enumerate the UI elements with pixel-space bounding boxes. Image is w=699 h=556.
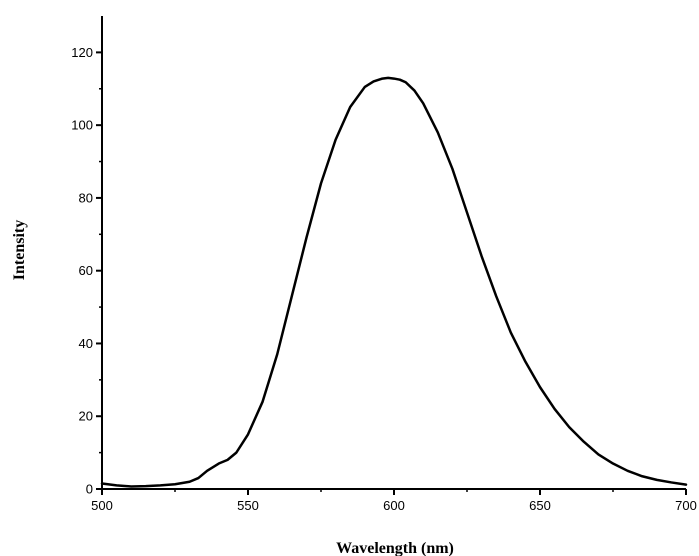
y-tick-label: 80 [79,190,93,205]
x-tick-label: 500 [91,498,113,513]
x-tick-label: 600 [383,498,405,513]
x-tick-label: 700 [675,498,697,513]
axes: 0 20 40 60 80 100 120 500 550 600 650 700 [71,16,697,513]
y-tick-label: 40 [79,336,93,351]
series-layer [100,76,688,488]
x-tick-label: 550 [237,498,259,513]
y-tick-label: 20 [79,409,93,424]
y-tick-label: 60 [79,263,93,278]
series-line [100,76,688,488]
y-tick-label: 100 [71,118,93,133]
y-tick-label: 0 [86,482,93,497]
x-axis-title: Wavelength (nm) [336,540,454,556]
y-tick-label: 120 [71,45,93,60]
x-tick-label: 650 [529,498,551,513]
y-axis-title: Intensity [11,220,28,280]
